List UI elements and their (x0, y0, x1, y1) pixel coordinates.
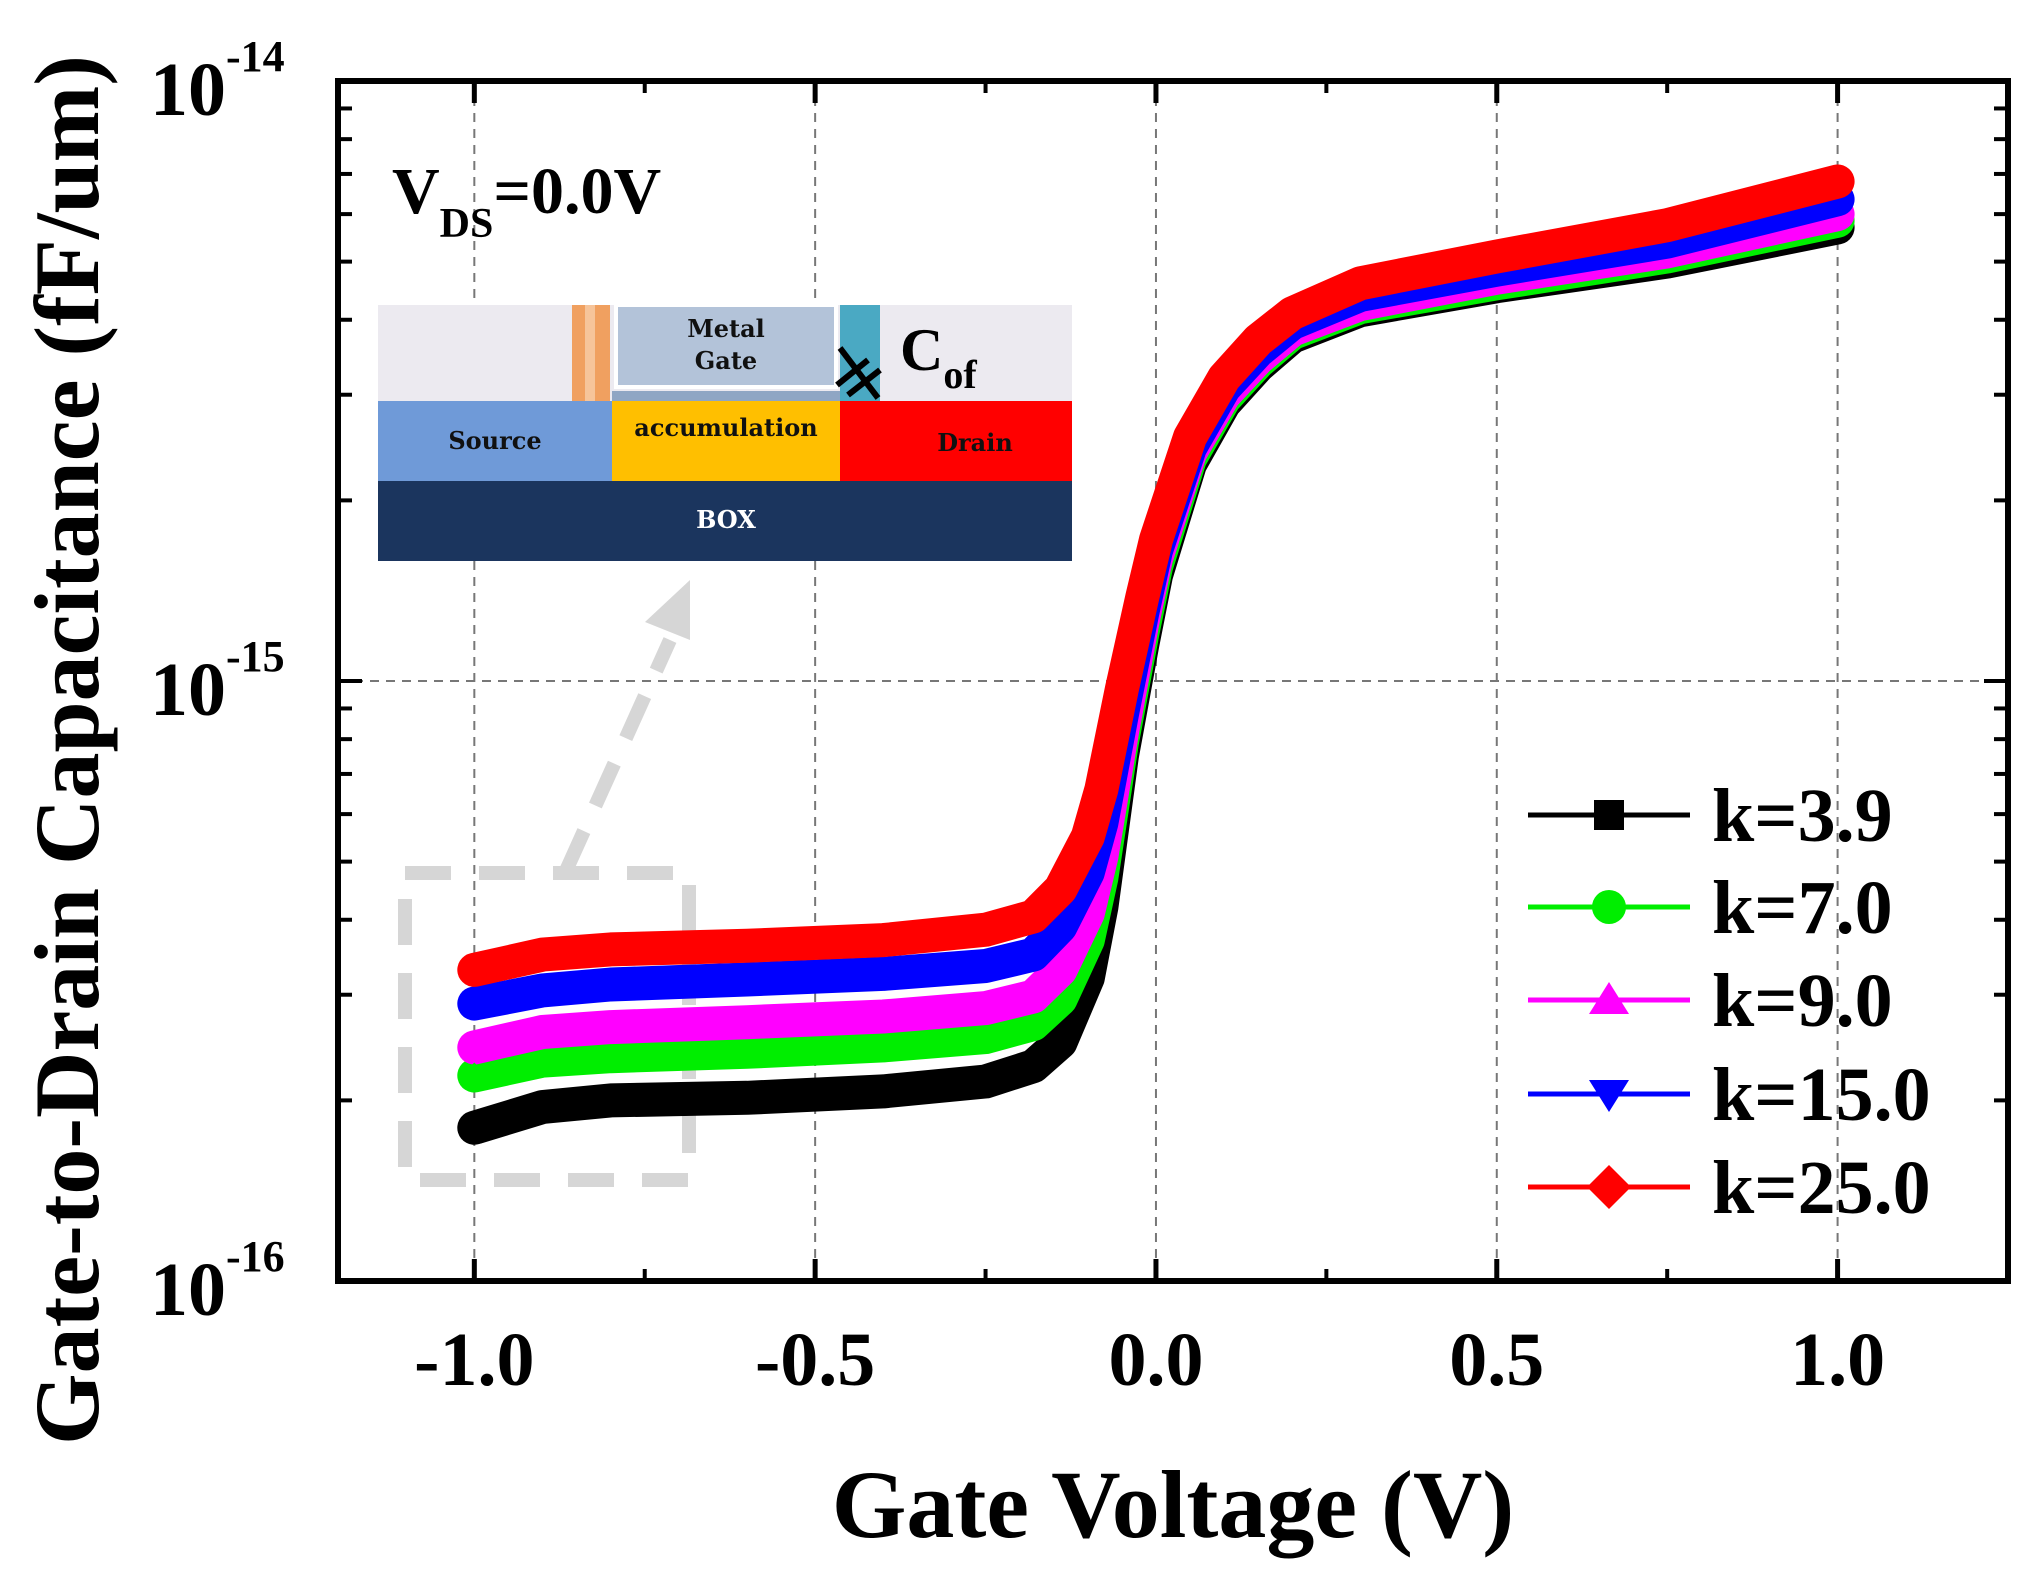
inset-source (378, 401, 612, 481)
x-tick-label: -1.0 (414, 1318, 534, 1402)
series-line-k=25.0 (457, 164, 1855, 987)
inset-drain-label: Drain (937, 428, 1013, 457)
x-tick-labels: -1.0 -0.5 0.0 0.5 1.0 (414, 1318, 1885, 1402)
vds-annotation: VDS=0.0V (392, 155, 661, 247)
series-point-k=9.0 (461, 1034, 488, 1061)
x-tick-label: 0.0 (1108, 1318, 1203, 1402)
y-tick-labels: 10-16 10-15 10-14 (150, 32, 285, 1332)
inset-spacer-left-light (585, 305, 595, 401)
y-tick-label: 10-14 (150, 32, 285, 132)
inset-gate-oxide (612, 391, 840, 401)
legend-marker-triangle-down-icon (1589, 1080, 1629, 1112)
inset-accumulation (612, 401, 840, 481)
legend-label: k=25.0 (1712, 1146, 1931, 1230)
zoom-arrow-head (645, 580, 690, 640)
data-series (457, 164, 1855, 1145)
device-inset: Metal Gate Source accumulation Drain BOX… (378, 303, 1072, 561)
series-point-k=7.0 (461, 1062, 488, 1089)
x-axis-label: Gate Voltage (V) (832, 1451, 1515, 1558)
zoom-highlight (398, 580, 696, 1187)
series-point-k=15.0 (461, 990, 488, 1017)
legend-marker-square-icon (1594, 800, 1624, 830)
inset-box-label: BOX (696, 505, 756, 534)
x-tick-label: 0.5 (1449, 1318, 1544, 1402)
capacitor-icon (835, 346, 882, 400)
cof-label: Cof (900, 317, 977, 397)
legend-marker-triangle-up-icon (1589, 982, 1629, 1014)
inset-source-label: Source (448, 426, 541, 455)
legend-label: k=3.9 (1712, 774, 1893, 858)
inset-box (378, 481, 1072, 561)
x-tick-label: -0.5 (755, 1318, 875, 1402)
inset-metal-gate (614, 303, 838, 389)
axis-ticks (338, 81, 2008, 1283)
y-axis-label: Gate-to-Drain Capacitance (fF/um) (16, 55, 118, 1445)
inset-metal-gate-label-2: Gate (695, 346, 757, 375)
inset-drain (840, 401, 1072, 481)
y-tick-label: 10-15 (150, 632, 285, 732)
series-point-k=3.9 (461, 1114, 488, 1141)
series-point-k=25.0 (461, 956, 488, 983)
zoom-arrow-line (558, 637, 677, 876)
legend-label: k=9.0 (1712, 959, 1893, 1043)
legend-label: k=15.0 (1712, 1053, 1931, 1137)
legend-label: k=7.0 (1712, 866, 1893, 950)
inset-accumulation-label: accumulation (634, 413, 817, 442)
legend: k=3.9k=7.0 k=9.0 k=15.0 k=25.0 (1528, 774, 1931, 1230)
inset-metal-gate-label-1: Metal (687, 314, 765, 343)
legend-marker-circle-icon (1592, 890, 1626, 924)
x-tick-label: 1.0 (1790, 1318, 1885, 1402)
y-tick-label: 10-16 (150, 1232, 285, 1332)
legend-marker-diamond-icon (1587, 1165, 1631, 1209)
